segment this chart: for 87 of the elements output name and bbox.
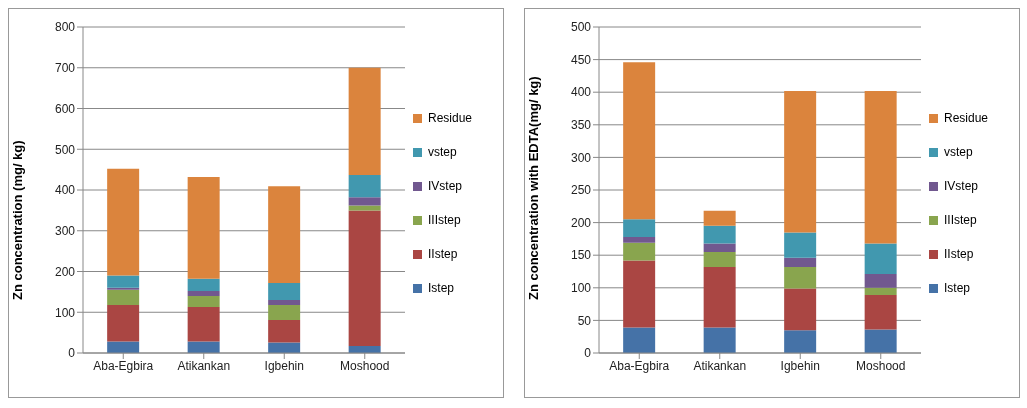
legend-label: Istep xyxy=(428,281,455,295)
y-tick-label: 500 xyxy=(570,20,592,35)
legend-label: Istep xyxy=(944,281,971,295)
bar xyxy=(348,210,381,347)
y-tick-label: 800 xyxy=(54,20,76,35)
bar xyxy=(623,242,656,261)
bar xyxy=(107,289,140,305)
bar xyxy=(703,225,736,244)
y-tick-label: 0 xyxy=(584,346,592,361)
bar xyxy=(784,232,817,258)
x-tick-label: Atikankan xyxy=(177,358,231,373)
legend-label: vstep xyxy=(428,145,457,159)
bar xyxy=(784,257,817,267)
bar xyxy=(187,176,220,279)
legend-label: IIIstep xyxy=(428,213,461,227)
bar xyxy=(784,288,817,331)
bar xyxy=(784,90,817,233)
bar xyxy=(268,282,301,301)
x-tick-label: Moshood xyxy=(856,358,906,373)
y-axis-title: Zn concentration with EDTA(mg/ kg) xyxy=(525,76,541,300)
legend-label: Residue xyxy=(944,111,989,125)
legend-label: Residue xyxy=(428,111,473,125)
legend-label: vstep xyxy=(944,145,973,159)
bar xyxy=(623,219,656,237)
bar xyxy=(864,90,897,244)
bar xyxy=(703,327,736,353)
y-tick-label: 250 xyxy=(570,183,592,198)
bar xyxy=(268,342,301,353)
bar xyxy=(187,291,220,296)
y-tick-label: 200 xyxy=(570,215,592,230)
legend-label: IVstep xyxy=(428,179,463,193)
bar xyxy=(864,294,897,330)
bar xyxy=(703,210,736,226)
bar xyxy=(348,174,381,198)
y-tick-label: 150 xyxy=(570,248,592,263)
bar xyxy=(107,304,140,342)
bar xyxy=(268,186,301,283)
legend-label: IIstep xyxy=(944,247,974,261)
y-tick-label: 700 xyxy=(54,61,76,76)
y-tick-label: 200 xyxy=(54,264,76,279)
bar xyxy=(107,287,140,290)
legend-label: IIstep xyxy=(428,247,458,261)
bar xyxy=(348,197,381,206)
y-tick-label: 600 xyxy=(54,101,76,116)
x-tick-label: Aba-Egbira xyxy=(609,358,670,373)
legend-label: IIIstep xyxy=(944,213,977,227)
bar xyxy=(187,306,220,342)
bar xyxy=(864,287,897,295)
bar xyxy=(107,168,140,276)
bar xyxy=(268,319,301,343)
y-axis-title: Zn concentration (mg/ kg) xyxy=(9,140,25,300)
bar xyxy=(864,243,897,275)
y-tick-label: 50 xyxy=(577,313,592,328)
bar xyxy=(623,62,656,220)
bar xyxy=(784,266,817,289)
y-tick-label: 0 xyxy=(68,346,76,361)
y-tick-label: 100 xyxy=(570,281,592,296)
y-tick-label: 500 xyxy=(54,142,76,157)
bar xyxy=(703,243,736,252)
bar xyxy=(348,67,381,175)
bar xyxy=(623,260,656,328)
x-tick-label: Moshood xyxy=(340,358,390,373)
bar xyxy=(864,274,897,288)
bar xyxy=(623,327,656,353)
y-tick-label: 450 xyxy=(570,52,592,67)
bar xyxy=(623,236,656,243)
legend-label: IVstep xyxy=(944,179,979,193)
x-tick-label: Igbehin xyxy=(780,358,820,373)
x-tick-label: Aba-Egbira xyxy=(93,358,154,373)
bar xyxy=(187,295,220,307)
bar xyxy=(864,329,897,353)
y-tick-label: 100 xyxy=(54,305,76,320)
y-tick-label: 300 xyxy=(54,224,76,239)
bar xyxy=(268,304,301,320)
y-tick-label: 300 xyxy=(570,150,592,165)
bar xyxy=(703,251,736,267)
bar xyxy=(268,300,301,305)
bar xyxy=(107,275,140,288)
x-tick-label: Atikankan xyxy=(693,358,747,373)
y-tick-label: 400 xyxy=(570,85,592,100)
bar xyxy=(187,278,220,292)
bar xyxy=(784,330,817,353)
y-tick-label: 350 xyxy=(570,118,592,133)
bar xyxy=(348,205,381,211)
bar xyxy=(703,266,736,328)
x-tick-label: Igbehin xyxy=(264,358,304,373)
y-tick-label: 400 xyxy=(54,183,76,198)
